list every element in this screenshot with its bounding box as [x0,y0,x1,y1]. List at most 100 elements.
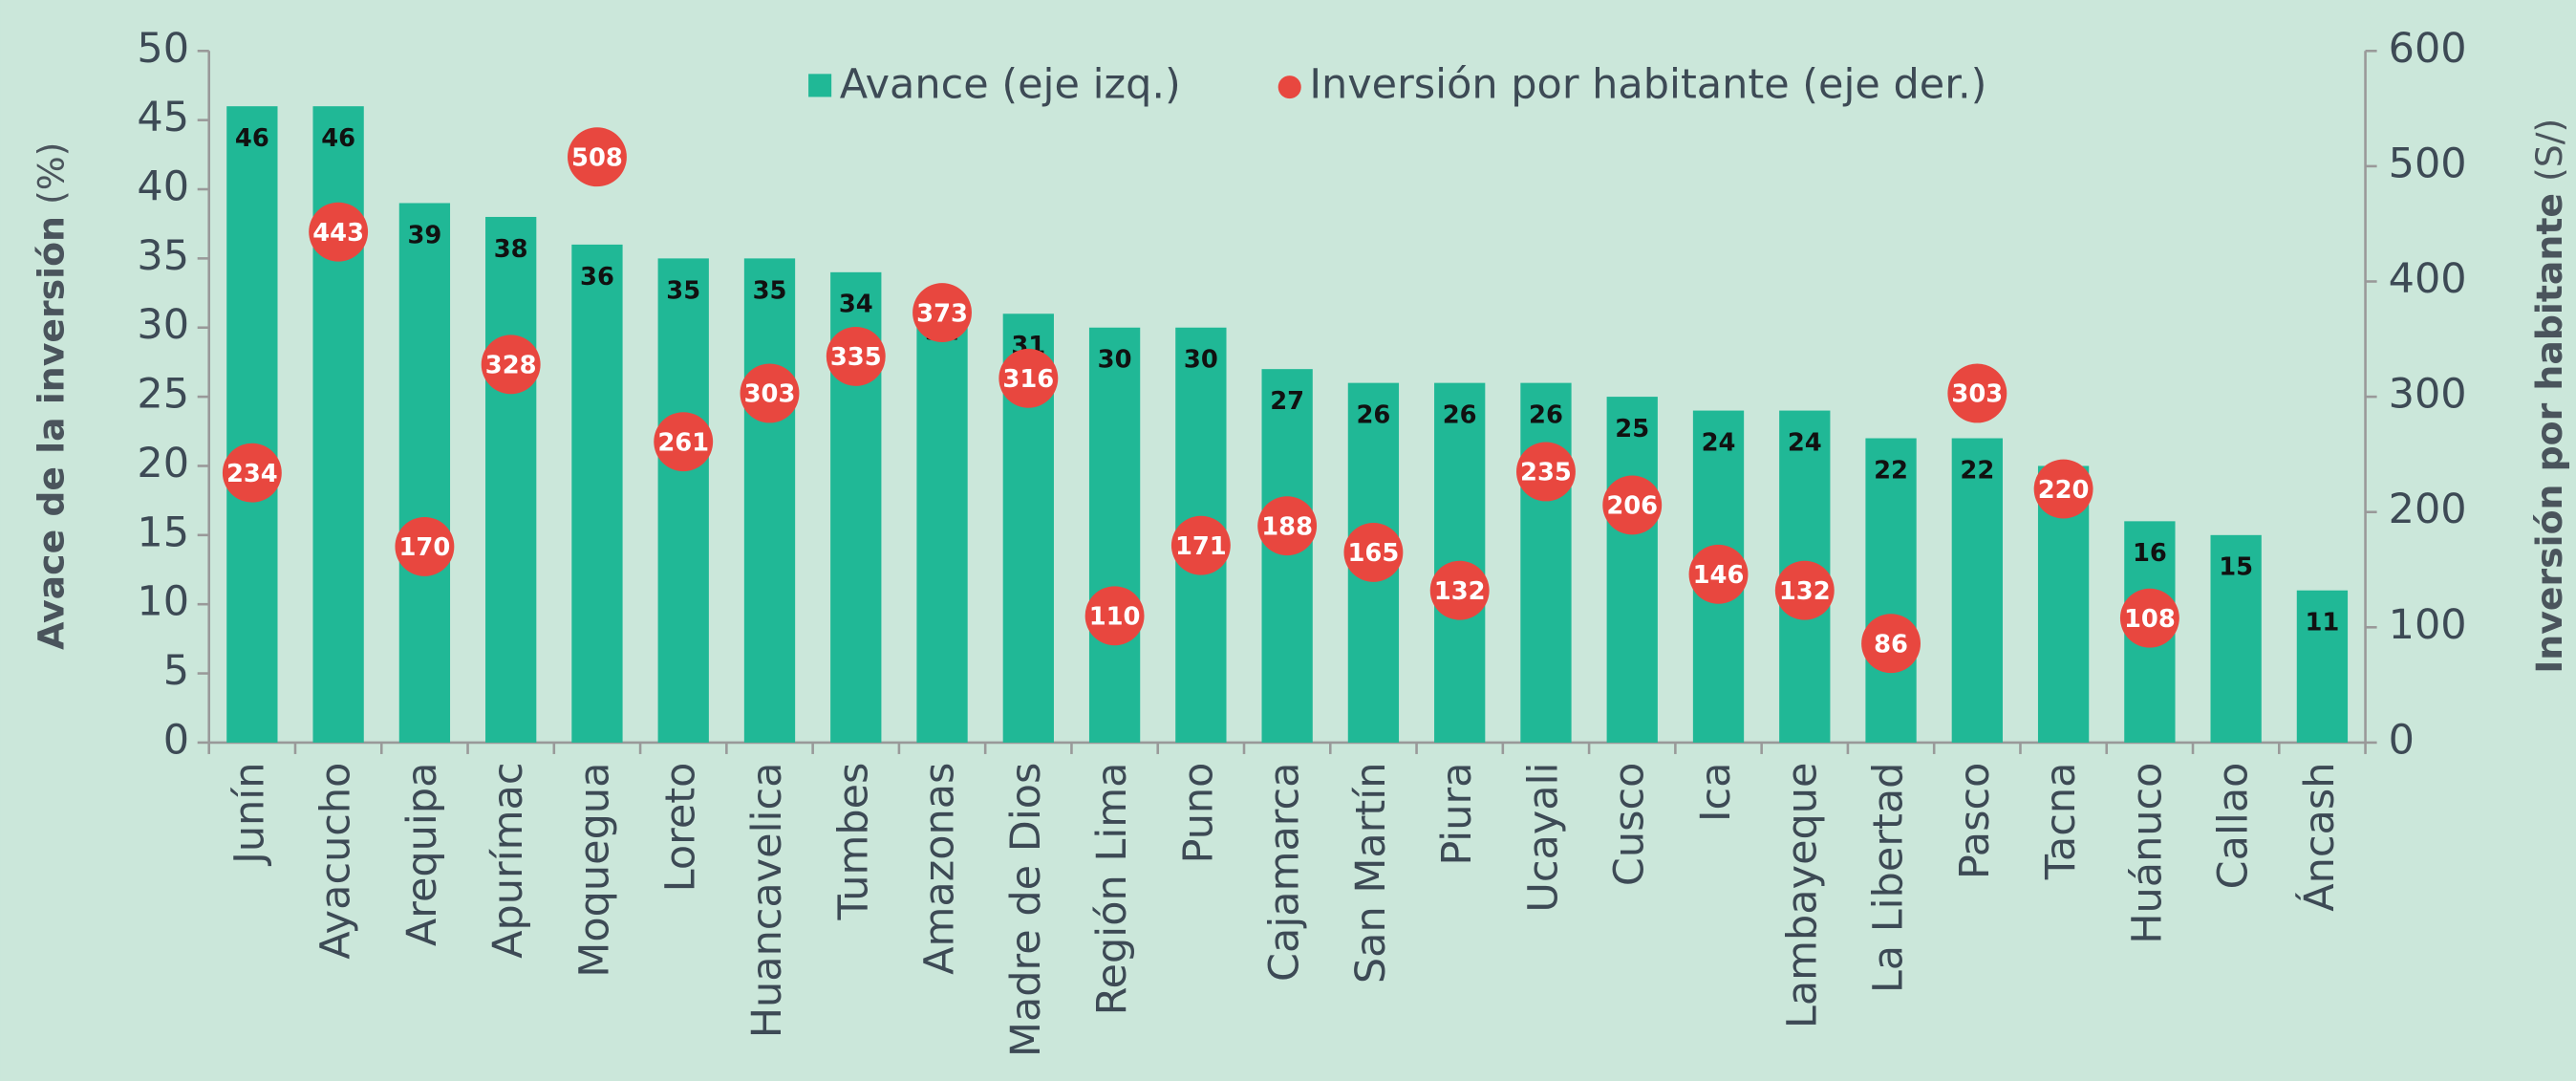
dot-label: 316 [1002,365,1054,394]
x-tick-label: Junín [225,763,273,867]
dot-label: 234 [226,460,278,488]
y2-axis-title: Inversión por habitante (S/) [2527,119,2569,674]
legend-swatch [808,74,832,97]
x-tick-label: Cajamarca [1261,763,1309,982]
bar [485,216,537,743]
y-tick-label: 20 [137,440,189,487]
x-tick-label: Huancavelica [743,763,791,1039]
bar-label: 26 [1356,401,1390,430]
dot-label: 373 [916,299,968,328]
bar-label: 15 [2219,553,2253,582]
legend-label: Avance (eje izq.) [840,61,1181,109]
bar [1606,397,1658,743]
y2-tick-label: 600 [2389,25,2467,73]
bar [1951,438,2003,743]
bar-label: 35 [753,276,787,305]
bar-label: 11 [2305,609,2339,638]
dot [1170,515,1231,575]
y-tick-label: 0 [163,716,189,764]
dot-label: 170 [399,533,451,562]
y2-tick-label: 300 [2389,371,2467,419]
dot-label: 110 [1089,602,1141,631]
dot [309,202,369,262]
bar-label: 24 [1788,428,1822,457]
dot-label: 165 [1348,539,1400,568]
bar-label: 39 [407,221,441,249]
dot-label: 171 [1175,532,1227,561]
dot [1516,442,1576,502]
x-tick-label: Pasco [1951,763,1999,880]
dot [1774,560,1835,620]
x-tick-label: Tacna [2037,763,2085,881]
bar [398,203,451,743]
dot [481,335,541,395]
dot-label: 188 [1261,512,1313,541]
x-tick-label: Madre de Dios [1002,763,1050,1058]
x-tick-label: Arequipa [398,763,446,947]
bar-label: 22 [1874,456,1908,485]
x-tick-label: Ucayali [1519,763,1567,913]
legend-label: Inversión por habitante (eje der.) [1309,61,1986,109]
x-tick-label: La Libertad [1865,763,1913,994]
dot [826,326,886,386]
dot [654,412,714,472]
y2-tick-label: 0 [2389,716,2415,764]
dot-label: 335 [830,343,882,372]
bar-label: 26 [1443,401,1477,430]
dot-label: 443 [312,219,364,248]
x-tick-label: Callao [2210,763,2258,890]
dot-label: 220 [2038,476,2090,505]
x-tick-label: Apurímac [484,763,532,959]
x-tick-label: Tumbes [829,763,877,921]
dot-label: 508 [571,143,623,172]
legend-swatch [1277,76,1301,99]
bar [2296,590,2349,743]
y-tick-label: 25 [137,371,189,419]
y-tick-label: 5 [163,647,189,695]
dot [222,443,282,503]
bar [2210,534,2262,743]
y-tick-label: 35 [137,232,189,280]
y-tick-label: 45 [137,94,189,141]
bar-label: 34 [839,291,873,319]
y-tick-label: 30 [137,301,189,349]
dot [2119,588,2179,648]
x-tick-label: Loreto [657,763,705,893]
dot-label: 146 [1693,561,1745,590]
bar-label: 46 [321,124,355,153]
y-unit: (%) [30,142,72,205]
bar-label: 27 [1270,387,1304,416]
y2-unit: (S/) [2527,119,2569,182]
y2-tick-label: 400 [2389,255,2467,303]
x-tick-label: Piura [1433,763,1481,866]
dot [2033,459,2093,519]
bar [1520,382,1572,743]
y-tick-label: 15 [137,508,189,556]
dot [1602,475,1663,535]
bar-label: 30 [1098,346,1132,375]
dot [1429,560,1490,620]
bar-label: 35 [666,276,700,305]
x-tick-label: Moquegua [570,763,618,978]
y-tick-label: 40 [137,163,189,211]
dot-label: 303 [1951,380,2003,409]
bar-label: 16 [2133,539,2167,568]
dot-label: 261 [657,428,709,457]
y-tick-label: 50 [137,25,189,73]
x-tick-label: Región Lima [1088,763,1136,1016]
dot [1257,496,1318,556]
x-tick-label: Amazonas [916,763,964,975]
bar [1088,327,1141,743]
y2-tick-label: 100 [2389,601,2467,649]
dot [395,516,455,576]
bar-label: 24 [1702,428,1736,457]
dot-label: 86 [1874,630,1908,659]
dot-label: 235 [1520,459,1572,487]
bar [571,244,623,743]
x-tick-label: San Martín [1347,763,1395,984]
bar [226,106,278,743]
dot [1343,522,1404,582]
dot-label: 132 [1779,577,1831,606]
dot [912,283,972,342]
